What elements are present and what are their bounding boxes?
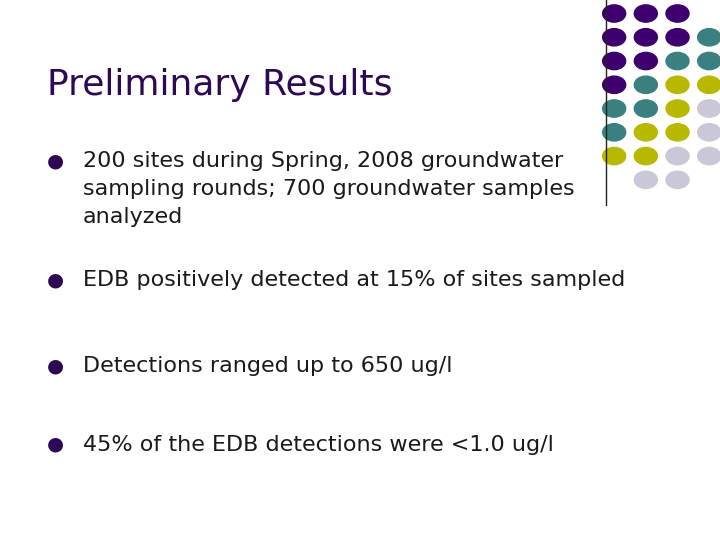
Circle shape (634, 124, 657, 141)
Circle shape (666, 5, 689, 22)
Circle shape (634, 5, 657, 22)
Circle shape (634, 171, 657, 188)
Circle shape (698, 147, 720, 165)
Circle shape (698, 76, 720, 93)
Circle shape (634, 29, 657, 46)
Circle shape (698, 100, 720, 117)
Text: 200 sites during Spring, 2008 groundwater
sampling rounds; 700 groundwater sampl: 200 sites during Spring, 2008 groundwate… (83, 151, 575, 227)
Circle shape (634, 100, 657, 117)
Circle shape (603, 29, 626, 46)
Circle shape (698, 124, 720, 141)
Circle shape (698, 52, 720, 70)
Text: EDB positively detected at 15% of sites sampled: EDB positively detected at 15% of sites … (83, 270, 625, 290)
Circle shape (666, 124, 689, 141)
Circle shape (634, 76, 657, 93)
Text: 45% of the EDB detections were <1.0 ug/l: 45% of the EDB detections were <1.0 ug/l (83, 435, 554, 455)
Circle shape (603, 147, 626, 165)
Circle shape (634, 147, 657, 165)
Circle shape (666, 29, 689, 46)
Circle shape (666, 171, 689, 188)
Circle shape (666, 52, 689, 70)
Text: Preliminary Results: Preliminary Results (47, 68, 392, 102)
Circle shape (603, 124, 626, 141)
Circle shape (634, 52, 657, 70)
Text: ●: ● (47, 270, 64, 289)
Circle shape (698, 29, 720, 46)
Circle shape (666, 147, 689, 165)
Circle shape (603, 100, 626, 117)
Text: ●: ● (47, 356, 64, 375)
Text: Detections ranged up to 650 ug/l: Detections ranged up to 650 ug/l (83, 356, 452, 376)
Text: ●: ● (47, 435, 64, 454)
Circle shape (603, 76, 626, 93)
Text: ●: ● (47, 151, 64, 170)
Circle shape (603, 52, 626, 70)
Circle shape (666, 100, 689, 117)
Circle shape (603, 5, 626, 22)
Circle shape (666, 76, 689, 93)
